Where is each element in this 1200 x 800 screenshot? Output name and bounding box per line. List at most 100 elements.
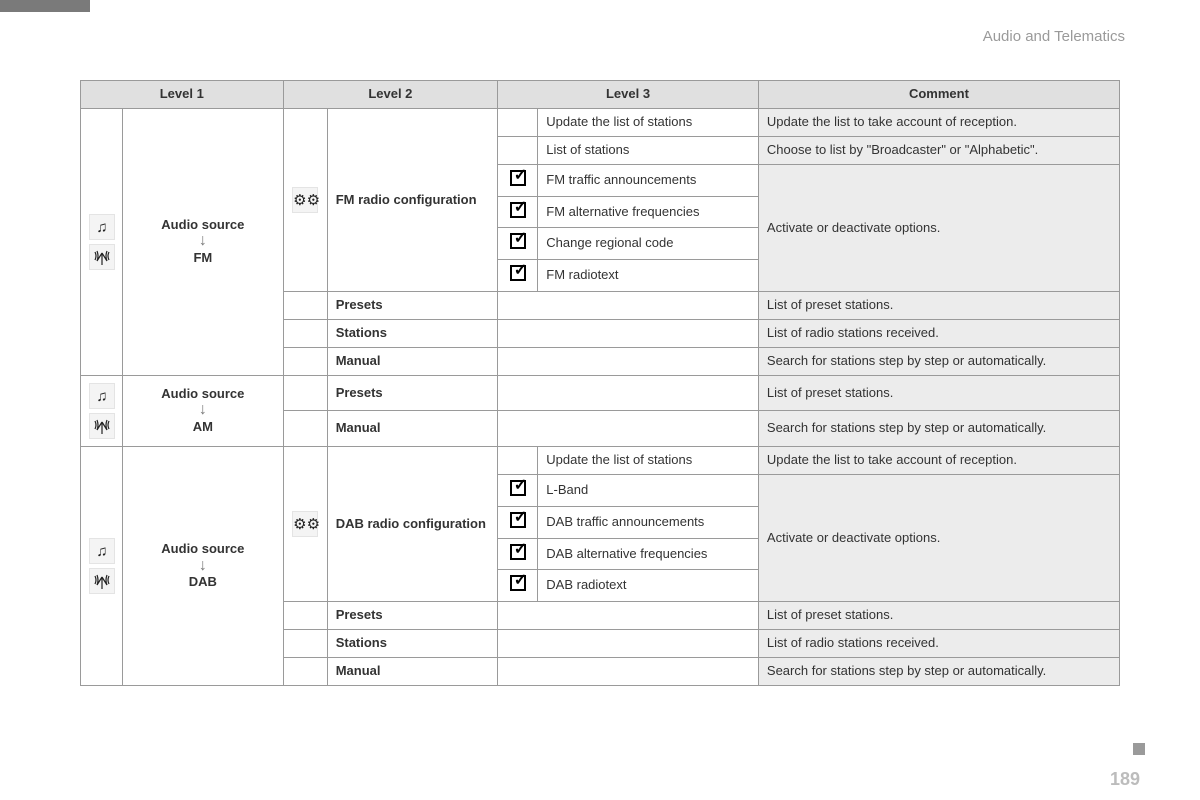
level3-fm-rt: FM radiotext — [538, 260, 759, 292]
antenna-icon — [89, 244, 115, 270]
comment-activate: Activate or deactivate options. — [758, 474, 1119, 602]
comment-presets: List of preset stations. — [758, 375, 1119, 411]
down-arrow-icon: ↓ — [199, 557, 207, 574]
level3-dab-rt: DAB radiotext — [538, 570, 759, 602]
level2-dab-cfg: DAB radio configuration — [327, 446, 497, 601]
table-row: ♫ Audio source ↓ DAB ⚙⚙ DAB radio config… — [81, 446, 1120, 474]
level3-empty — [498, 348, 759, 376]
level1-label-fm: Audio source ↓ FM — [123, 108, 283, 375]
checkbox-icon — [510, 202, 526, 218]
col-level-1: Level 1 — [81, 81, 284, 109]
comment-update: Update the list to take account of recep… — [758, 108, 1119, 136]
level1-icons-am: ♫ — [81, 375, 123, 446]
level3-fm-alt: FM alternative frequencies — [538, 196, 759, 228]
level3-regional: Change regional code — [538, 228, 759, 260]
checkbox-icon — [510, 480, 526, 496]
level3-check — [498, 570, 538, 602]
level2-presets: Presets — [327, 602, 497, 630]
level1-label-am: Audio source ↓ AM — [123, 375, 283, 446]
level3-empty — [498, 630, 759, 658]
level3-icon-cell — [498, 136, 538, 164]
level2-fm-cfg: FM radio configuration — [327, 108, 497, 291]
level3-check — [498, 538, 538, 570]
level2-manual: Manual — [327, 348, 497, 376]
level3-empty — [498, 320, 759, 348]
level3-check — [498, 228, 538, 260]
level2-manual: Manual — [327, 658, 497, 686]
level3-dab-alt: DAB alternative frequencies — [538, 538, 759, 570]
level2-icon-cell — [283, 630, 327, 658]
page-accent-bar — [0, 0, 90, 12]
level2-icon-cell — [283, 602, 327, 630]
level2-icon-cell — [283, 411, 327, 447]
checkbox-icon — [510, 575, 526, 591]
level2-icon-cell — [283, 658, 327, 686]
level3-fm-traffic: FM traffic announcements — [538, 164, 759, 196]
comment-activate: Activate or deactivate options. — [758, 164, 1119, 292]
level2-presets: Presets — [327, 375, 497, 411]
level1-icons-dab: ♫ — [81, 446, 123, 685]
page-corner-marker — [1133, 743, 1145, 755]
level3-empty — [498, 375, 759, 411]
level2-stations: Stations — [327, 320, 497, 348]
level3-list-stations: List of stations — [538, 136, 759, 164]
comment-manual: Search for stations step by step or auto… — [758, 348, 1119, 376]
level3-icon-cell — [498, 446, 538, 474]
level2-stations: Stations — [327, 630, 497, 658]
table-header-row: Level 1 Level 2 Level 3 Comment — [81, 81, 1120, 109]
level3-empty — [498, 658, 759, 686]
page-number: 189 — [1110, 769, 1140, 790]
section-title: Audio and Telematics — [983, 28, 1125, 45]
level2-icon-dab-cfg: ⚙⚙ — [283, 446, 327, 601]
level3-check — [498, 474, 538, 506]
comment-manual: Search for stations step by step or auto… — [758, 658, 1119, 686]
checkbox-icon — [510, 265, 526, 281]
level3-lband: L-Band — [538, 474, 759, 506]
gears-icon: ⚙⚙ — [292, 187, 318, 213]
level3-update-list: Update the list of stations — [538, 446, 759, 474]
level3-empty — [498, 602, 759, 630]
music-note-icon: ♫ — [89, 383, 115, 409]
level2-icon-cell — [283, 375, 327, 411]
level2-icon-cell — [283, 292, 327, 320]
table-row: ♫ Audio source ↓ AM Presets List of pres… — [81, 375, 1120, 411]
level3-check — [498, 164, 538, 196]
checkbox-icon — [510, 170, 526, 186]
level3-check — [498, 506, 538, 538]
level2-presets: Presets — [327, 292, 497, 320]
comment-stations: List of radio stations received. — [758, 630, 1119, 658]
level3-empty — [498, 411, 759, 447]
antenna-icon — [89, 568, 115, 594]
down-arrow-icon: ↓ — [199, 232, 207, 249]
level3-update-list: Update the list of stations — [538, 108, 759, 136]
music-note-icon: ♫ — [89, 538, 115, 564]
level3-check — [498, 196, 538, 228]
level1-label-dab: Audio source ↓ DAB — [123, 446, 283, 685]
comment-presets: List of preset stations. — [758, 292, 1119, 320]
comment-list-by: Choose to list by "Broadcaster" or "Alph… — [758, 136, 1119, 164]
level2-manual: Manual — [327, 411, 497, 447]
table-row: ♫ Audio source ↓ FM ⚙⚙ FM radio configur… — [81, 108, 1120, 136]
col-level-2: Level 2 — [283, 81, 498, 109]
level1-icons-fm: ♫ — [81, 108, 123, 375]
comment-update: Update the list to take account of recep… — [758, 446, 1119, 474]
col-level-3: Level 3 — [498, 81, 759, 109]
menu-structure-table: Level 1 Level 2 Level 3 Comment ♫ Audio … — [80, 80, 1120, 686]
comment-presets: List of preset stations. — [758, 602, 1119, 630]
checkbox-icon — [510, 544, 526, 560]
col-comment: Comment — [758, 81, 1119, 109]
checkbox-icon — [510, 233, 526, 249]
checkbox-icon — [510, 512, 526, 528]
level2-icon-cell — [283, 320, 327, 348]
comment-manual: Search for stations step by step or auto… — [758, 411, 1119, 447]
comment-stations: List of radio stations received. — [758, 320, 1119, 348]
level2-icon-cell — [283, 348, 327, 376]
antenna-icon — [89, 413, 115, 439]
down-arrow-icon: ↓ — [199, 401, 207, 418]
level2-icon-fm-cfg: ⚙⚙ — [283, 108, 327, 291]
level3-empty — [498, 292, 759, 320]
level3-dab-traffic: DAB traffic announcements — [538, 506, 759, 538]
gears-icon: ⚙⚙ — [292, 511, 318, 537]
level3-check — [498, 260, 538, 292]
music-note-icon: ♫ — [89, 214, 115, 240]
